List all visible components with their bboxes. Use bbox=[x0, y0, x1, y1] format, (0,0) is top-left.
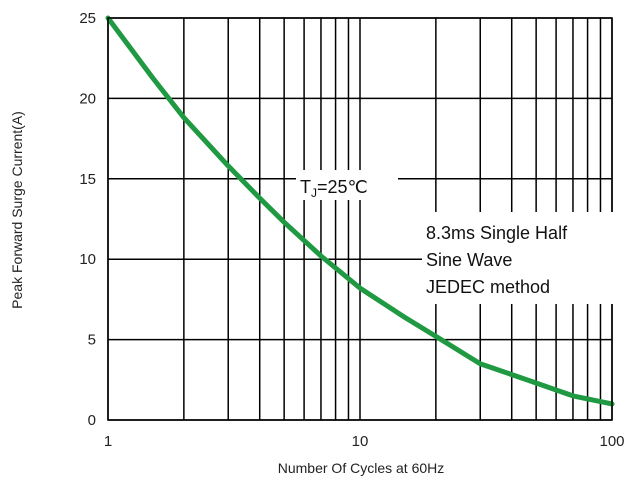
method-annotation-line-2: Sine Wave bbox=[426, 250, 512, 270]
y-tick-label: 15 bbox=[79, 171, 96, 188]
tj-annotation: TJ=25℃ bbox=[300, 177, 368, 200]
y-axis-label: Peak Forward Surge Current(A) bbox=[9, 111, 25, 309]
method-annotation-bg bbox=[422, 212, 614, 304]
x-tick-labels: 1 10 100 bbox=[104, 433, 625, 450]
y-tick-label: 0 bbox=[88, 412, 96, 429]
y-tick-label: 10 bbox=[79, 251, 96, 268]
tj-annotation-sub: J bbox=[311, 186, 317, 200]
x-axis-label: Number Of Cycles at 60Hz bbox=[278, 460, 445, 476]
x-tick-label: 100 bbox=[599, 433, 624, 450]
series-layer bbox=[105, 15, 615, 407]
y-tick-labels: 0 5 10 15 20 25 bbox=[79, 10, 96, 429]
y-tick-label: 25 bbox=[79, 10, 96, 27]
tj-annotation-bg bbox=[296, 170, 398, 200]
series-line bbox=[105, 15, 615, 407]
method-annotation-line-1: 8.3ms Single Half bbox=[426, 223, 568, 243]
x-tick-label: 1 bbox=[104, 433, 112, 450]
x-tick-label: 10 bbox=[352, 433, 369, 450]
y-tick-label: 20 bbox=[79, 90, 96, 107]
tj-annotation-main: T bbox=[300, 177, 311, 197]
tj-annotation-value: =25℃ bbox=[317, 177, 368, 197]
y-tick-label: 5 bbox=[88, 332, 96, 349]
method-annotation-line-3: JEDEC method bbox=[426, 277, 550, 297]
